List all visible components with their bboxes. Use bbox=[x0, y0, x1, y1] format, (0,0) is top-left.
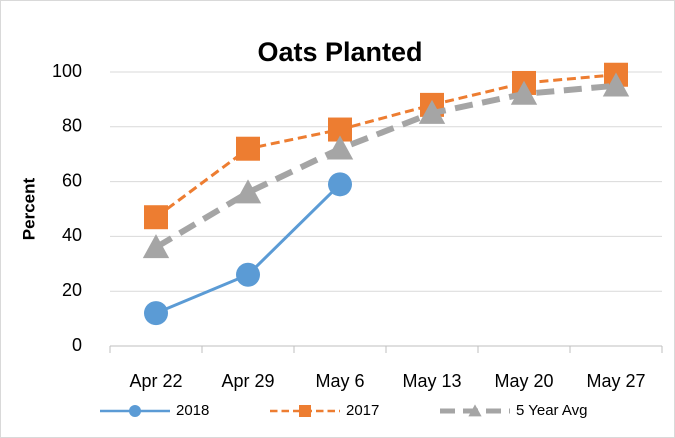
y-tick-label: 40 bbox=[62, 225, 82, 245]
x-tick-label: Apr 22 bbox=[129, 371, 182, 391]
marker bbox=[234, 179, 262, 204]
marker bbox=[236, 262, 260, 287]
x-tick-label: May 13 bbox=[402, 371, 461, 391]
x-tick-label: Apr 29 bbox=[221, 371, 274, 391]
y-tick-label: 100 bbox=[52, 61, 82, 81]
marker bbox=[468, 404, 482, 417]
marker bbox=[418, 99, 446, 124]
marker bbox=[129, 405, 141, 417]
y-tick-label: 80 bbox=[62, 116, 82, 136]
y-tick-label: 20 bbox=[62, 280, 82, 300]
marker bbox=[326, 135, 354, 160]
y-tick-label: 60 bbox=[62, 170, 82, 190]
marker bbox=[328, 172, 352, 197]
y-axis-label: Percent bbox=[19, 177, 38, 240]
legend-label: 2018 bbox=[176, 402, 209, 419]
y-tick-label: 0 bbox=[72, 335, 82, 355]
x-tick-label: May 20 bbox=[494, 371, 553, 391]
x-tick-label: May 27 bbox=[586, 371, 645, 391]
marker bbox=[299, 405, 311, 417]
marker bbox=[142, 234, 170, 259]
chart-title: Oats Planted bbox=[257, 37, 422, 67]
series-line bbox=[155, 73, 617, 219]
marker bbox=[510, 80, 538, 105]
marker bbox=[236, 136, 260, 161]
series-line bbox=[154, 82, 617, 250]
marker bbox=[602, 72, 630, 97]
marker bbox=[144, 301, 168, 326]
x-tick-label: May 6 bbox=[315, 371, 364, 391]
legend-label: 2017 bbox=[346, 402, 379, 419]
marker bbox=[144, 205, 168, 230]
legend-label: 5 Year Avg bbox=[516, 402, 587, 419]
